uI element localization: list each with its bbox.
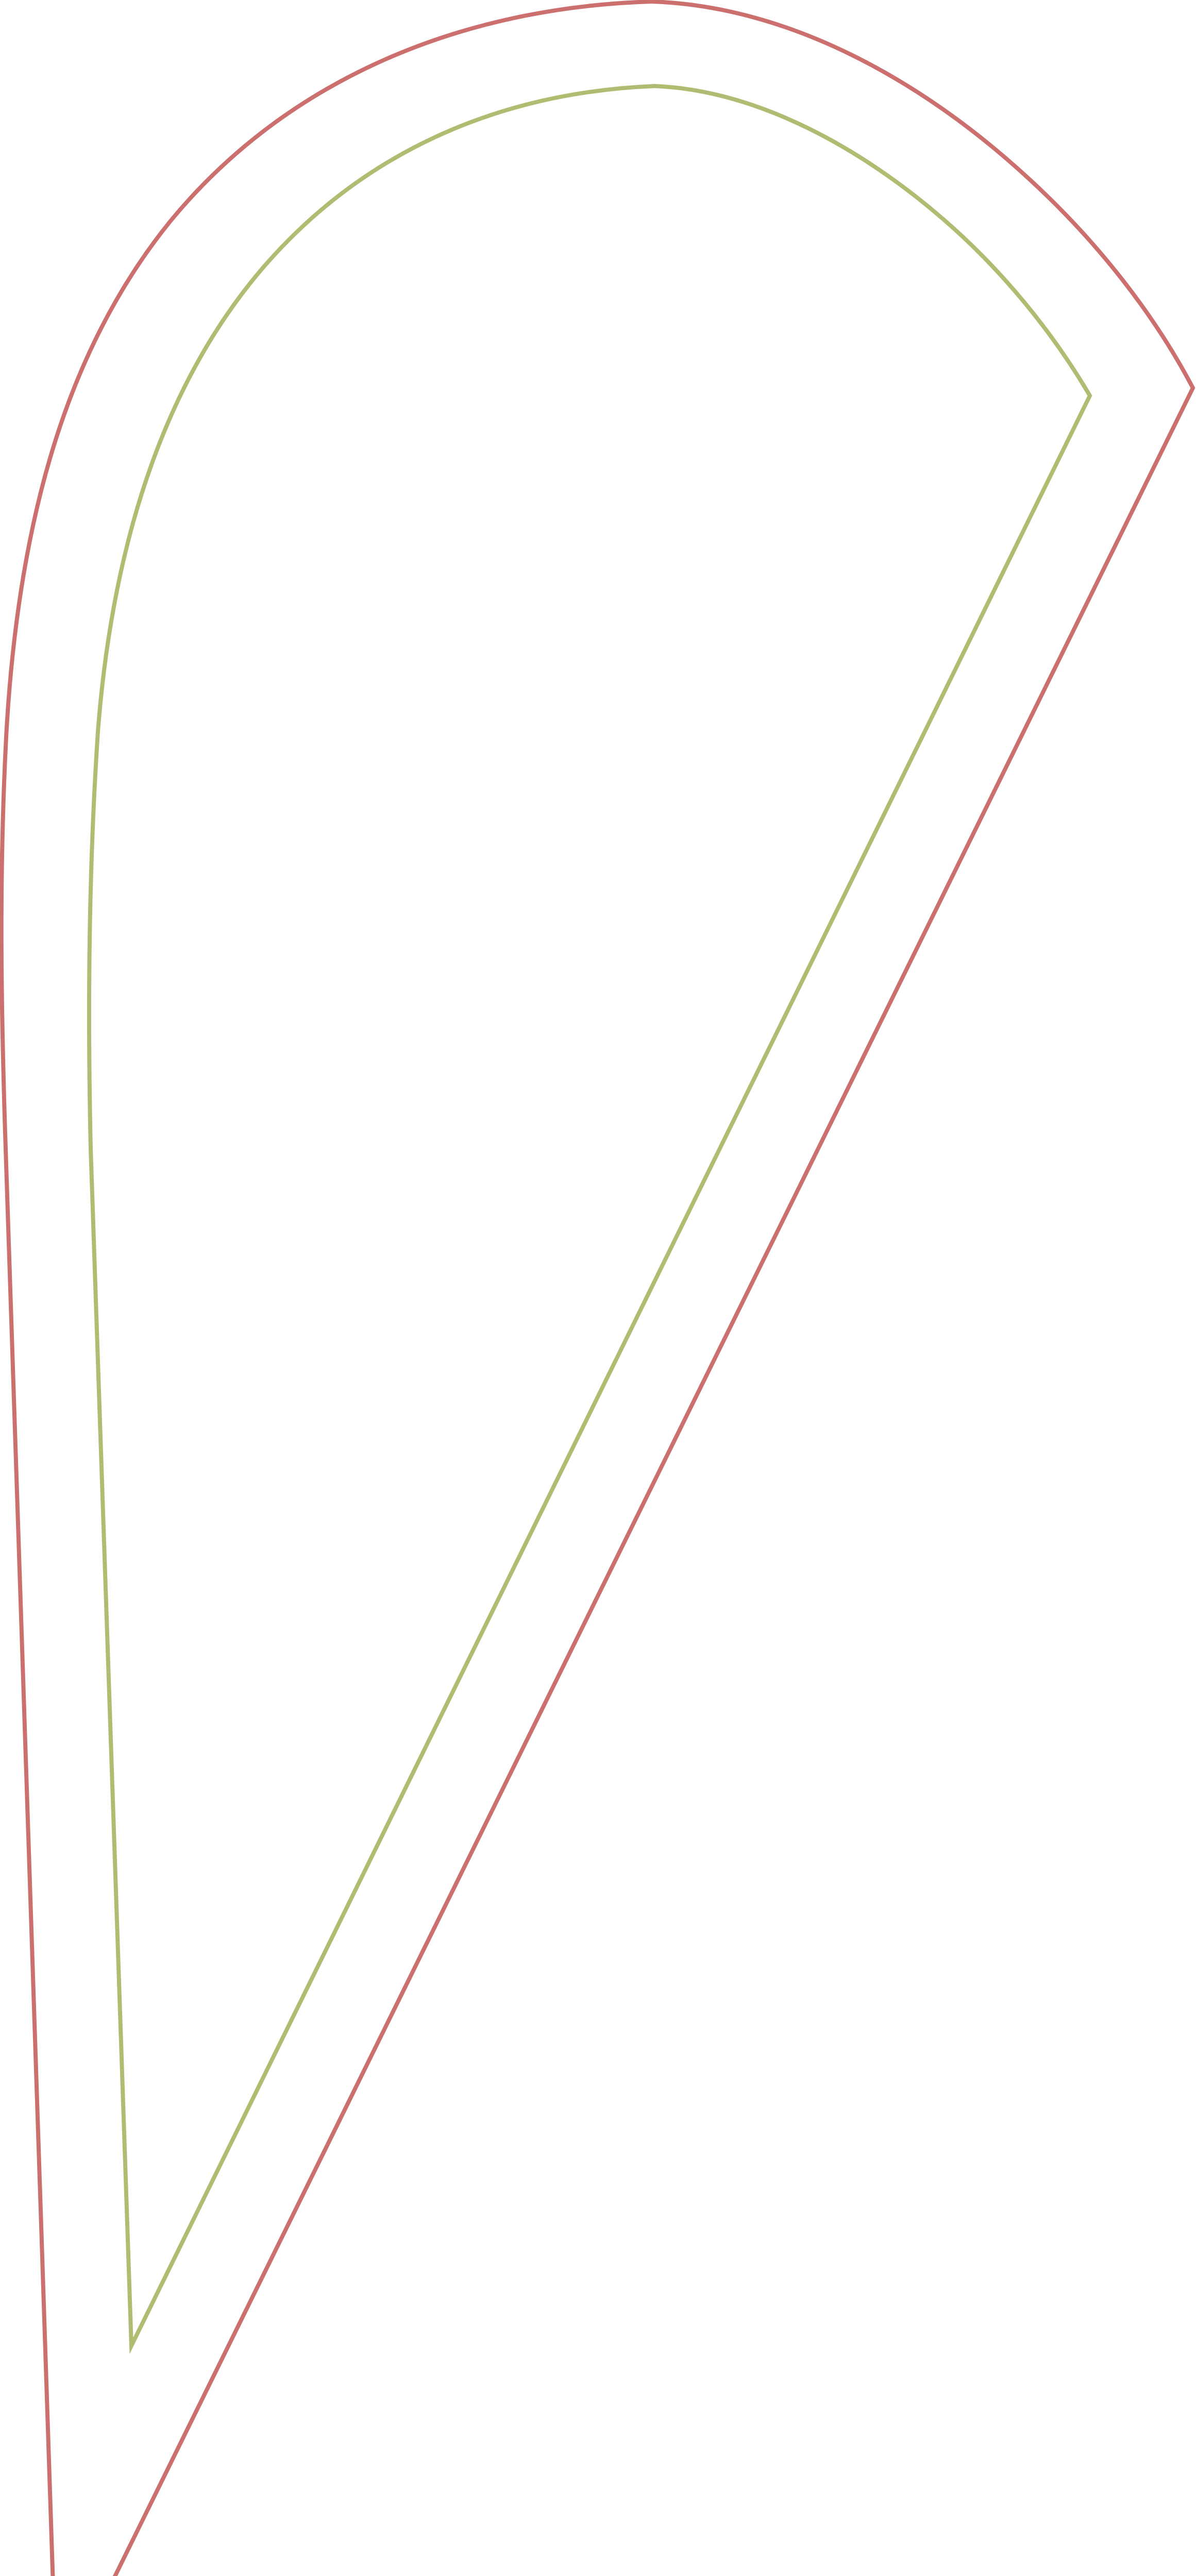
inner-petal-green-path <box>87 83 1092 2354</box>
